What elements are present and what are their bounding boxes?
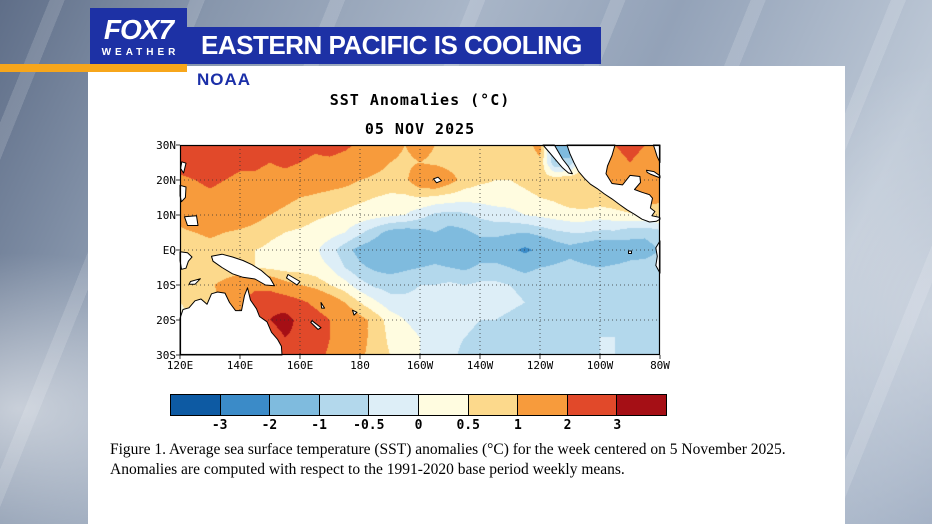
figure-caption: Figure 1. Average sea surface temperatur… — [110, 441, 786, 479]
land-new-caledonia — [310, 320, 322, 330]
colorbar-tick-label: -0.5 — [353, 418, 385, 433]
land-solomon-islands — [286, 274, 301, 286]
land-australia — [179, 287, 283, 356]
land-cuba — [646, 169, 661, 179]
y-axis-label: 30N — [156, 139, 176, 152]
x-axis-label: 80W — [650, 359, 670, 372]
colorbar-tick-label: 2 — [563, 418, 572, 433]
colorbar-tick-label: 0 — [414, 418, 423, 433]
colorbar-swatch — [318, 394, 370, 416]
y-axis-label: 20N — [156, 174, 176, 187]
fox7-weather-logo: FOX7 WEATHER — [90, 8, 187, 66]
colorbar-swatch — [269, 394, 320, 416]
colorbar-labels: -3 -2 -1 -0.5 0 0.5 1 2 3 — [170, 418, 667, 434]
colorbar-tick-label: 3 — [613, 418, 622, 433]
noaa-logo: NOAA — [197, 70, 252, 89]
land-hawaii — [433, 176, 443, 184]
colorbar-tick-label: 0.5 — [456, 418, 480, 433]
colorbar-swatch — [417, 394, 469, 416]
x-axis-label: 100W — [586, 359, 614, 372]
colorbar-tick-label: 1 — [513, 418, 522, 433]
accent-bar — [0, 64, 187, 72]
colorbar-swatch — [517, 394, 568, 416]
y-axis-label: 20S — [156, 314, 176, 327]
land-mexico-central-america — [566, 144, 661, 223]
colorbar-swatch — [616, 394, 667, 416]
colorbar-swatch — [566, 394, 618, 416]
x-axis-label: 140E — [226, 359, 254, 372]
land-fiji — [352, 309, 358, 316]
headline-banner: EASTERN PACIFIC IS COOLING — [187, 27, 601, 64]
x-axis-label: 120E — [166, 359, 194, 372]
x-axis-label: 160W — [406, 359, 434, 372]
y-axis-label: 30S — [156, 349, 176, 362]
chart-date: 05 NOV 2025 — [364, 120, 476, 138]
y-axis-label: 10S — [156, 279, 176, 292]
chart-title: SST Anomalies (°C) — [329, 91, 511, 109]
land-sulawesi — [179, 251, 193, 270]
colorbar-swatch — [170, 394, 221, 416]
colorbar-tick-label: -1 — [311, 418, 327, 433]
colorbar-swatch — [219, 394, 271, 416]
colorbar: -3 -2 -1 -0.5 0 0.5 1 2 3 — [170, 394, 667, 433]
land-vanuatu — [320, 302, 326, 309]
x-axis-label: 120W — [526, 359, 554, 372]
headline-text: EASTERN PACIFIC IS COOLING — [201, 30, 582, 60]
colorbar-swatches — [170, 394, 667, 416]
land-taiwan — [180, 161, 187, 174]
y-axis-label: 10N — [156, 209, 176, 222]
land-philippines-mindanao — [184, 215, 199, 226]
x-axis-label: 180 — [350, 359, 370, 372]
map-overlay — [176, 144, 661, 359]
x-axis-label: 140W — [466, 359, 494, 372]
land-timor — [188, 278, 201, 285]
weather-logo-text: WEATHER — [101, 47, 180, 58]
sst-anomaly-map — [176, 144, 661, 359]
land-new-guinea — [211, 253, 275, 287]
land-galapagos — [628, 250, 632, 254]
colorbar-swatch — [368, 394, 419, 416]
map-frame — [179, 144, 661, 356]
fox7-logo-text: FOX7 — [103, 14, 174, 45]
x-axis-label: 160E — [286, 359, 314, 372]
colorbar-tick-label: -3 — [211, 418, 228, 433]
y-axis-label: EQ — [162, 244, 176, 257]
colorbar-swatch — [467, 394, 519, 416]
colorbar-tick-label: -2 — [261, 418, 278, 433]
land-baja-california — [542, 144, 573, 175]
